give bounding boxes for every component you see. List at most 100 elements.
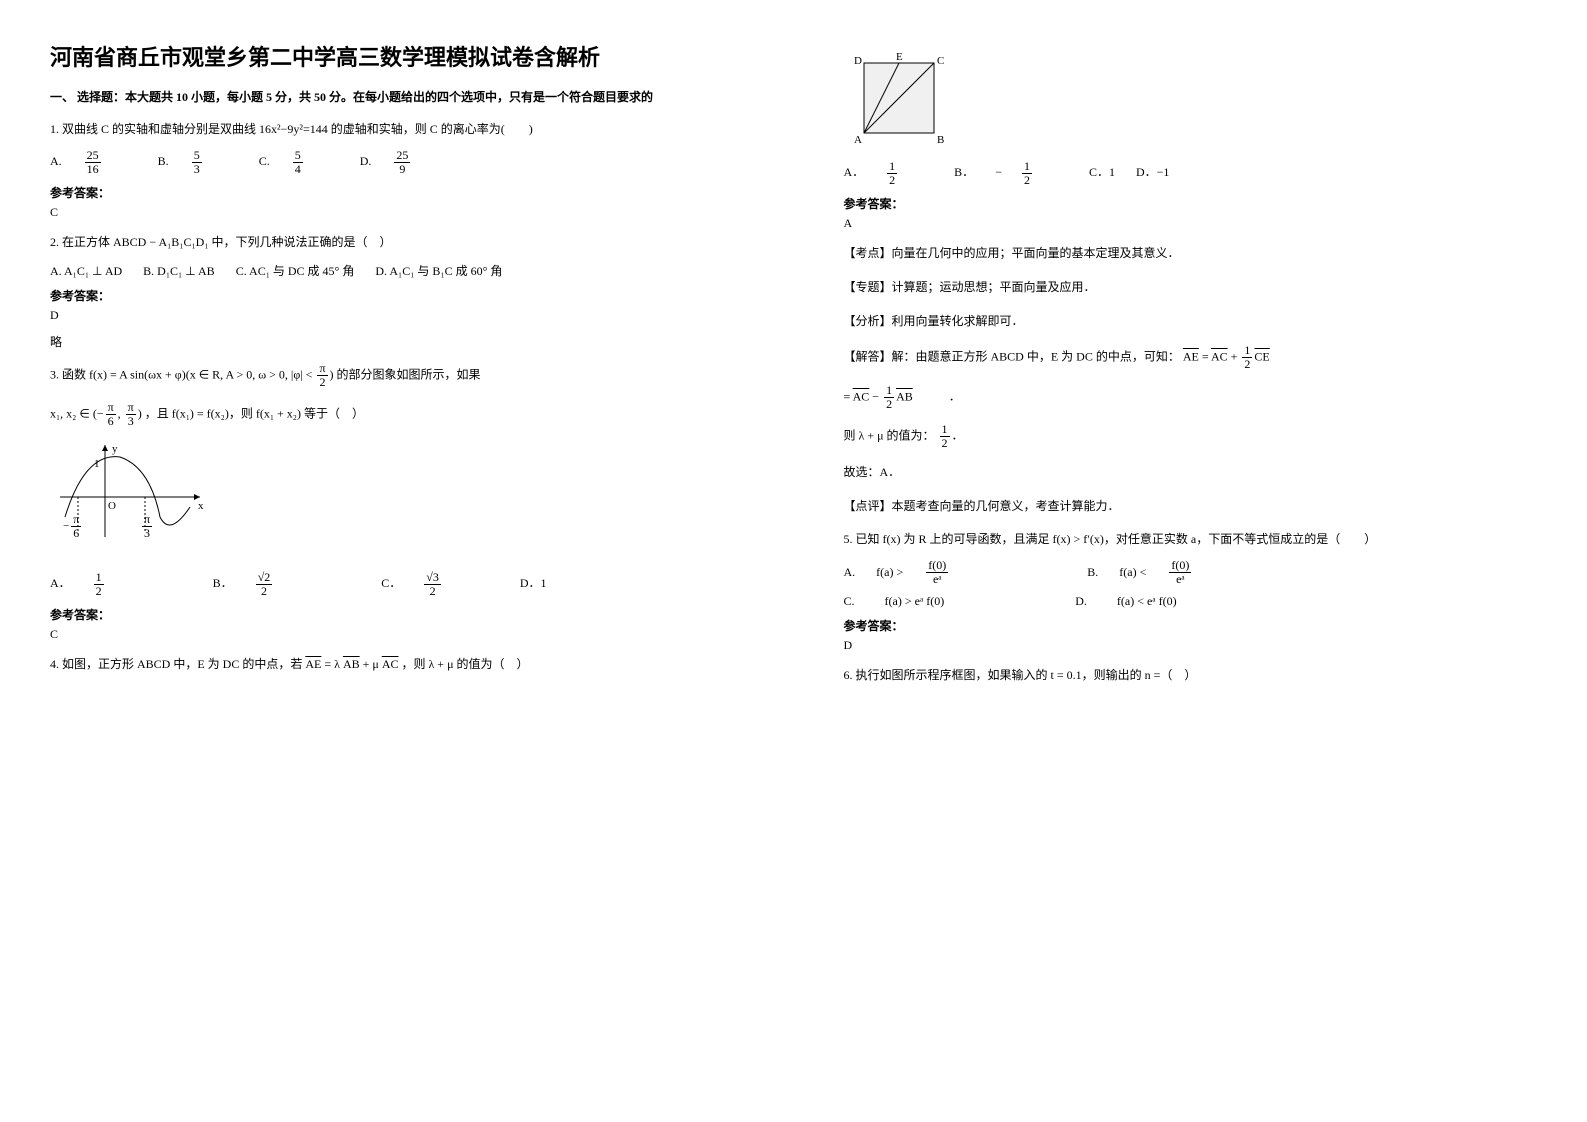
q4-optC: C．1	[1089, 165, 1115, 179]
q4-optA: A． 12	[844, 165, 934, 179]
tick-right: π3	[140, 513, 154, 540]
q4-optB: B． −12	[954, 165, 1068, 179]
q5-options-row2: C. f(a) > eᵃ f(0) D. f(a) < eᵃ f(0)	[844, 592, 1538, 609]
section-head: 一、 选择题：本大题共 10 小题，每小题 5 分，共 50 分。在每小题给出的…	[50, 88, 744, 107]
label: C．	[381, 576, 401, 590]
vec-AC: AC	[853, 389, 870, 403]
q2-ans-label: 参考答案：	[50, 287, 744, 304]
q1-optA: A. 2516	[50, 154, 137, 168]
q6-text: 6. 执行如图所示程序框图，如果输入的 t = 0.1，则输出的 n =（ ）	[844, 665, 1538, 687]
q2-ans: D	[50, 308, 744, 323]
label: B.	[158, 154, 169, 168]
q4-options: A． 12 B． −12 C．1 D．−1	[844, 160, 1538, 187]
neg: −	[63, 520, 69, 532]
oD: f(a) < eᵃ f(0)	[1117, 594, 1177, 608]
origin-label: O	[108, 500, 116, 512]
frac: 12	[940, 423, 950, 450]
q3-l2b: ) ，且 f(x₁) = f(x₂)，则 f(x₁ + x₂) 等于（ ）	[138, 407, 364, 421]
frac: 12	[94, 571, 122, 598]
q2-optD: D. A₁C₁ 与 B₁C 成 60° 角	[375, 264, 502, 278]
q3-formula1: f(x) = A sin(ωx + φ)(x ∈ R, A > 0, ω > 0…	[89, 367, 315, 381]
y-arrow	[102, 445, 108, 451]
right-column: D E C A B A． 12 B． −12 C．1 D．−1 参考答案： A …	[794, 0, 1587, 1122]
q3-line1: 3. 函数 f(x) = A sin(ωx + φ)(x ∈ R, A > 0,…	[50, 362, 744, 389]
label-A: A	[854, 134, 862, 146]
label: A.	[50, 154, 62, 168]
q3-optD: D．1	[520, 576, 547, 590]
q1-ans: C	[50, 205, 744, 220]
q3-l2a: x₁, x₂ ∈ (−	[50, 407, 104, 421]
q4-square: D E C A B	[844, 48, 1538, 152]
q1-optD: D. 259	[360, 154, 447, 168]
plus: + μ	[360, 657, 382, 671]
q3-ans: C	[50, 627, 744, 642]
q4-a-l1: 【考点】向量在几何中的应用；平面向量的基本定理及其意义．	[844, 243, 1538, 265]
vec-AB: AB	[343, 657, 360, 671]
l4a: 【解答】解：由题意正方形 ABCD 中，E 为 DC 的中点，可知：	[844, 350, 1180, 364]
q2-options: A. A₁C₁ ⊥ AD B. D₁C₁ ⊥ AB C. AC₁ 与 DC 成 …	[50, 262, 744, 279]
frac: π6	[71, 513, 81, 540]
sine-curve	[65, 456, 190, 524]
label: D.	[360, 154, 372, 168]
q4-ans: A	[844, 216, 1538, 231]
q4-a-l7: 【点评】本题考查向量的几何意义，考查计算能力．	[844, 496, 1538, 518]
q4-optD: D．−1	[1136, 165, 1169, 179]
frac: π3	[126, 401, 136, 428]
q2-extra: 略	[50, 333, 744, 350]
oA: f(a) >	[876, 565, 906, 579]
q3-optC: C． √32	[381, 576, 477, 590]
q4-a-l6: 故选：A．	[844, 462, 1538, 484]
q1-ans-label: 参考答案：	[50, 184, 744, 201]
eq: = λ	[321, 657, 343, 671]
q3-ans-label: 参考答案：	[50, 606, 744, 623]
q4-text: 4. 如图，正方形 ABCD 中，E 为 DC 的中点，若 AE = λ AB …	[50, 654, 744, 676]
vec-AB: AB	[896, 389, 913, 403]
q4-tail: ，则 λ + μ 的值为（ ）	[401, 657, 528, 671]
q4-a-l4: 【解答】解：由题意正方形 ABCD 中，E 为 DC 的中点，可知： AE = …	[844, 344, 1538, 371]
q2-text: 2. 在正方体 ABCD − A₁B₁C₁D₁ 中，下列几种说法正确的是（ ）	[50, 232, 744, 254]
left-column: 河南省商丘市观堂乡第二中学高三数学理模拟试卷含解析 一、 选择题：本大题共 10…	[0, 0, 794, 1122]
label: B．	[213, 576, 233, 590]
q2-optC: C. AC₁ 与 DC 成 45° 角	[236, 264, 355, 278]
label: A.	[844, 565, 856, 579]
q4-a-l3: 【分析】利用向量转化求解即可．	[844, 311, 1538, 333]
label: A．	[844, 165, 865, 179]
oC: f(a) > eᵃ f(0)	[885, 594, 945, 608]
q5-text: 5. 已知 f(x) 为 R 上的可导函数，且满足 f(x) > f′(x)，对…	[844, 529, 1538, 551]
frac: √32	[424, 571, 459, 598]
q5-optB: B. f(a) < f(0)eᵃ	[1087, 565, 1227, 579]
oB: f(a) <	[1119, 565, 1149, 579]
frac: π3	[142, 513, 152, 540]
frac: f(0)eᵃ	[926, 559, 966, 586]
q1-optC: C. 54	[259, 154, 339, 168]
frac: 2516	[85, 149, 119, 176]
q4-a-l4b: = AC − 12AB ．	[844, 384, 1538, 411]
tick-left: −π6	[63, 513, 83, 540]
q3-lead: 3. 函数	[50, 367, 86, 381]
label: B．	[954, 165, 974, 179]
q4-a-l5: 则 λ + μ 的值为： 12．	[844, 423, 1538, 450]
label-E: E	[896, 51, 903, 63]
q3-options: A． 12 B． √22 C． √32 D．1	[50, 571, 744, 598]
frac: 12	[887, 160, 915, 187]
q1-options: A. 2516 B. 53 C. 54 D. 259	[50, 149, 744, 176]
square-svg: D E C A B	[844, 48, 954, 148]
q5-ans: D	[844, 638, 1538, 653]
label-D: D	[854, 55, 862, 67]
q5-options-row1: A. f(a) > f(0)eᵃ B. f(a) < f(0)eᵃ	[844, 559, 1538, 586]
q4-ans-label: 参考答案：	[844, 195, 1538, 212]
vec-AE: AE	[305, 657, 321, 671]
q1-optB: B. 53	[158, 154, 238, 168]
l5: 则 λ + μ 的值为：	[844, 428, 935, 442]
frac: √22	[256, 571, 291, 598]
q3-tail1: 的部分图象如图所示，如果	[337, 367, 481, 381]
q2-optA: A. A₁C₁ ⊥ AD	[50, 264, 122, 278]
vec-AE: AE	[1183, 350, 1199, 364]
q3-graph: y x 1 O −π6 π3	[50, 437, 744, 551]
q5-optD: D. f(a) < eᵃ f(0)	[1075, 594, 1194, 608]
y-label: y	[112, 443, 118, 455]
label: B.	[1087, 565, 1098, 579]
label-C: C	[937, 55, 944, 67]
q5-optA: A. f(a) > f(0)eᵃ	[844, 565, 985, 579]
frac: 53	[192, 149, 220, 176]
